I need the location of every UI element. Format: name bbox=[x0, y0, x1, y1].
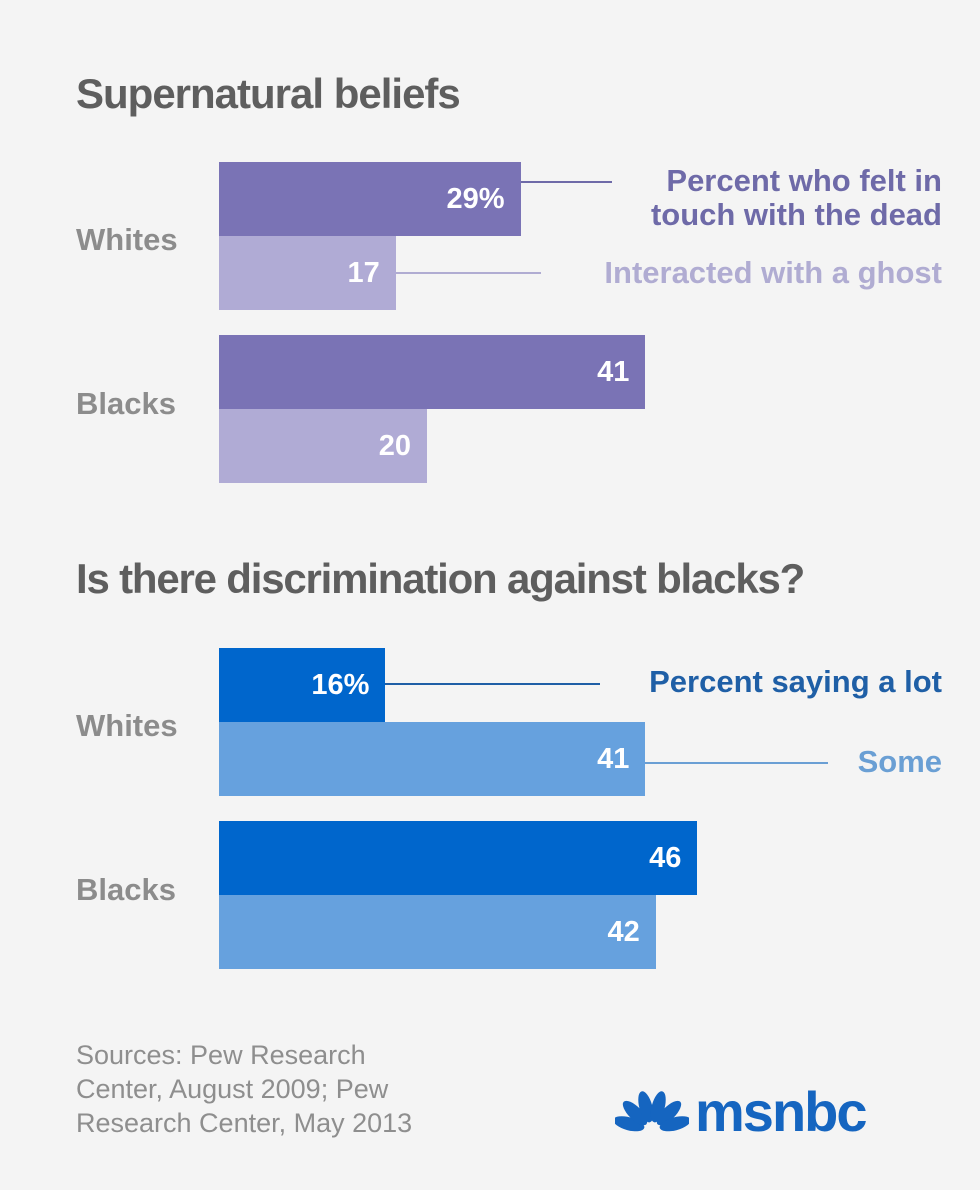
bar-value-label: 41 bbox=[597, 355, 630, 388]
sources-note: Sources: Pew Research Center, August 200… bbox=[76, 1038, 412, 1140]
bar-value-label: 42 bbox=[607, 915, 640, 948]
sources-line: Sources: Pew Research bbox=[76, 1040, 366, 1070]
sources-line: Research Center, May 2013 bbox=[76, 1108, 413, 1138]
bar-value-label: 46 bbox=[649, 841, 682, 874]
chart2-bar-whites-a-lot: 16% bbox=[219, 648, 386, 722]
legend-line: Percent who felt in bbox=[666, 163, 942, 198]
chart1-title: Supernatural beliefs bbox=[76, 70, 461, 117]
bar-value-label: 17 bbox=[347, 256, 380, 289]
logo-text: msnbc bbox=[695, 1080, 867, 1143]
nbc-peacock-icon bbox=[615, 1091, 689, 1132]
chart2-title: Is there discrimination against blacks? bbox=[76, 555, 805, 602]
chart2-bar-whites-some: 41 bbox=[219, 722, 646, 796]
bar-value-label: 41 bbox=[597, 742, 630, 775]
chart2-legend-series1: Percent saying a lot bbox=[649, 664, 942, 699]
chart2-leader-line-series1 bbox=[385, 683, 600, 685]
chart1-legend-series1: Percent who felt in touch with the dead bbox=[651, 164, 942, 232]
chart1-bar-blacks-felt-dead: 41 bbox=[219, 335, 646, 409]
bar-value-label: 20 bbox=[378, 429, 411, 462]
chart2-legend-series2: Some bbox=[857, 744, 942, 779]
chart1-legend-series2: Interacted with a ghost bbox=[604, 255, 942, 290]
chart1-bar-whites-ghost: 17 bbox=[219, 236, 396, 310]
chart1-leader-line-series2 bbox=[395, 272, 541, 274]
chart2-bar-blacks-a-lot: 46 bbox=[219, 821, 698, 895]
chart2-category-blacks: Blacks bbox=[76, 872, 176, 907]
chart1-bar-blacks-ghost: 20 bbox=[219, 409, 427, 483]
peacock-feather bbox=[659, 1116, 689, 1132]
bar-value-label: 29% bbox=[446, 182, 505, 215]
chart2-bar-blacks-some: 42 bbox=[219, 895, 656, 969]
chart2-category-whites: Whites bbox=[76, 708, 178, 743]
msnbc-logo: msnbc bbox=[615, 1080, 867, 1143]
chart1-bar-whites-felt-dead: 29% bbox=[219, 162, 521, 236]
peacock-feather bbox=[656, 1100, 682, 1126]
peacock-feather bbox=[638, 1091, 654, 1123]
chart2-leader-line-series2 bbox=[645, 762, 828, 764]
legend-line: touch with the dead bbox=[650, 197, 942, 232]
bar-value-label: 16% bbox=[311, 668, 370, 701]
chart1-category-blacks: Blacks bbox=[76, 386, 176, 421]
chart1-leader-line-series1 bbox=[520, 181, 612, 183]
chart1-category-whites: Whites bbox=[76, 222, 178, 257]
peacock-feather bbox=[622, 1100, 648, 1126]
sources-line: Center, August 2009; Pew bbox=[76, 1074, 389, 1104]
